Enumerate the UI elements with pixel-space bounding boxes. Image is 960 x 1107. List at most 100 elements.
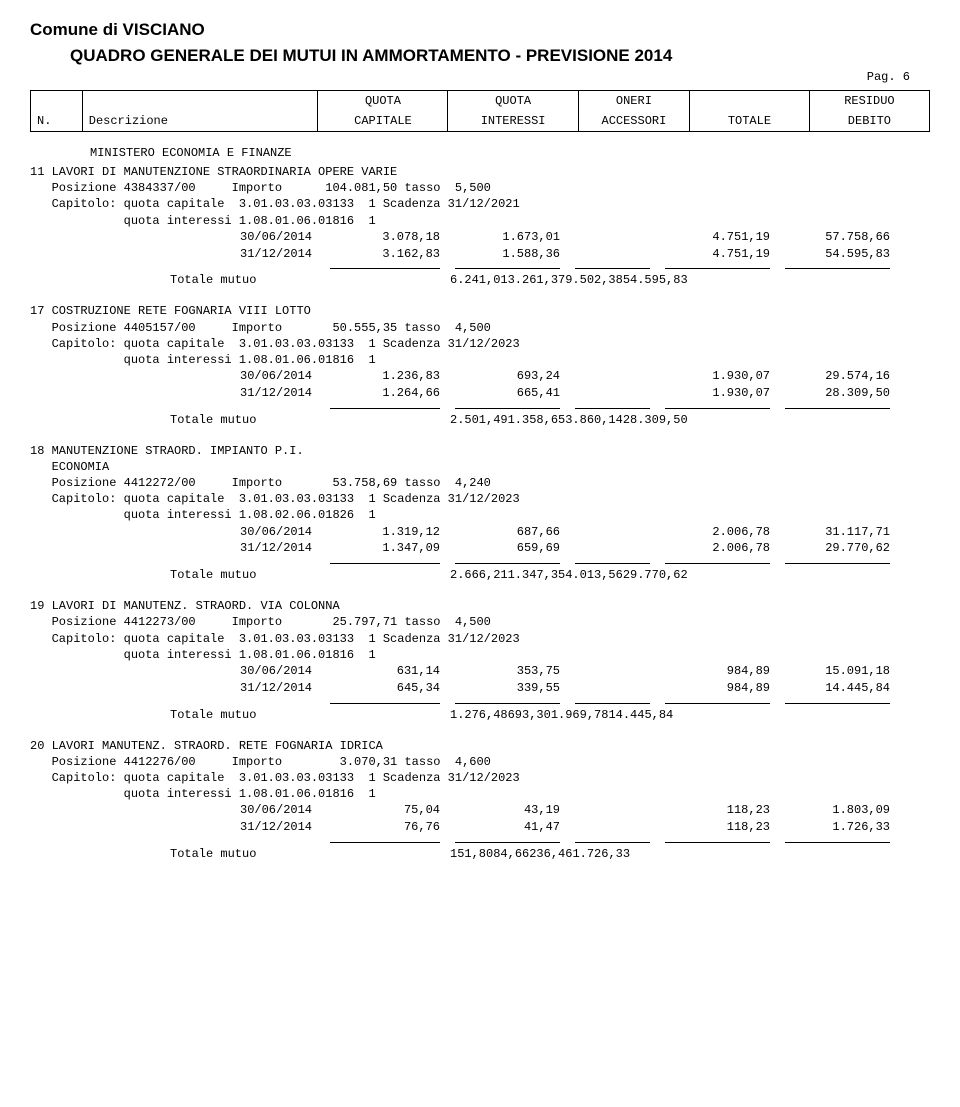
row-totale: 984,89 [650, 680, 770, 697]
row-interessi: 693,24 [440, 368, 560, 385]
entry-quota-interessi: quota interessi 1.08.01.06.01816 1 [30, 352, 930, 368]
total-interessi: 1.358,65 [508, 413, 566, 427]
separator-rules [30, 408, 930, 409]
row-accessori [560, 802, 650, 819]
header-residuo-top: RESIDUO [809, 91, 929, 112]
entry-title: 19 LAVORI DI MANUTENZ. STRAORD. VIA COLO… [30, 598, 930, 614]
total-label: Totale mutuo [30, 847, 450, 861]
loan-entry: 18 MANUTENZIONE STRAORD. IMPIANTO P.I. E… [30, 443, 930, 583]
header-oneri-top: ONERI [578, 91, 689, 112]
row-interessi: 1.588,36 [440, 246, 560, 263]
row-date: 30/06/2014 [30, 663, 310, 680]
amount-row: 30/06/2014 75,04 43,19 118,23 1.803,09 [30, 802, 930, 819]
row-residuo: 29.574,16 [770, 368, 890, 385]
entry-quota-interessi: quota interessi 1.08.02.06.01826 1 [30, 507, 930, 523]
entry-position: Posizione 4412272/00 Importo 53.758,69 t… [30, 475, 930, 491]
amount-row: 31/12/2014 1.264,66 665,41 1.930,07 28.3… [30, 385, 930, 402]
entry-position: Posizione 4405157/00 Importo 50.555,35 t… [30, 320, 930, 336]
row-residuo: 14.445,84 [770, 680, 890, 697]
amount-row: 30/06/2014 631,14 353,75 984,89 15.091,1… [30, 663, 930, 680]
row-accessori [560, 229, 650, 246]
row-accessori [560, 524, 650, 541]
header-descrizione: Descrizione [82, 111, 318, 132]
entry-quota-interessi: quota interessi 1.08.01.06.01816 1 [30, 213, 930, 229]
page-number: Pag. 6 [30, 70, 910, 84]
loan-entry: 19 LAVORI DI MANUTENZ. STRAORD. VIA COLO… [30, 598, 930, 721]
row-interessi: 1.673,01 [440, 229, 560, 246]
entry-capitolo: Capitolo: quota capitale 3.01.03.03.0313… [30, 196, 930, 212]
row-capitale: 1.347,09 [310, 540, 440, 557]
row-date: 31/12/2014 [30, 680, 310, 697]
row-accessori [560, 540, 650, 557]
row-totale: 4.751,19 [650, 229, 770, 246]
amount-row: 30/06/2014 3.078,18 1.673,01 4.751,19 57… [30, 229, 930, 246]
loan-entry: 20 LAVORI MANUTENZ. STRAORD. RETE FOGNAR… [30, 738, 930, 861]
row-capitale: 1.264,66 [310, 385, 440, 402]
column-header-table: QUOTA QUOTA ONERI RESIDUO N. Descrizione… [30, 90, 930, 132]
separator-rules [30, 703, 930, 704]
entry-title: 17 COSTRUZIONE RETE FOGNARIA VIII LOTTO [30, 303, 930, 319]
row-interessi: 353,75 [440, 663, 560, 680]
amount-row: 30/06/2014 1.236,83 693,24 1.930,07 29.5… [30, 368, 930, 385]
amount-row: 31/12/2014 1.347,09 659,69 2.006,78 29.7… [30, 540, 930, 557]
row-capitale: 3.078,18 [310, 229, 440, 246]
separator-rules [30, 563, 930, 564]
row-totale: 984,89 [650, 663, 770, 680]
entry-quota-interessi: quota interessi 1.08.01.06.01816 1 [30, 786, 930, 802]
row-date: 31/12/2014 [30, 385, 310, 402]
total-label: Totale mutuo [30, 708, 450, 722]
total-totale: 3.860,14 [565, 413, 623, 427]
row-interessi: 687,66 [440, 524, 560, 541]
total-residuo: 14.445,84 [608, 708, 673, 722]
header-quota-capitale-top: QUOTA [318, 91, 448, 112]
entry-position: Posizione 4412273/00 Importo 25.797,71 t… [30, 614, 930, 630]
row-interessi: 659,69 [440, 540, 560, 557]
entry-capitolo: Capitolo: quota capitale 3.01.03.03.0313… [30, 491, 930, 507]
row-capitale: 645,34 [310, 680, 440, 697]
header-debito: DEBITO [809, 111, 929, 132]
section-heading: MINISTERO ECONOMIA E FINANZE [90, 146, 930, 160]
row-totale: 1.930,07 [650, 385, 770, 402]
total-residuo: 29.770,62 [623, 568, 688, 582]
row-interessi: 665,41 [440, 385, 560, 402]
separator-rules [30, 842, 930, 843]
entry-title: 11 LAVORI DI MANUTENZIONE STRAORDINARIA … [30, 164, 930, 180]
row-totale: 118,23 [650, 802, 770, 819]
row-capitale: 75,04 [310, 802, 440, 819]
row-date: 30/06/2014 [30, 802, 310, 819]
municipality-title: Comune di VISCIANO [30, 20, 930, 40]
total-residuo: 28.309,50 [623, 413, 688, 427]
entry-capitolo: Capitolo: quota capitale 3.01.03.03.0313… [30, 770, 930, 786]
row-residuo: 1.803,09 [770, 802, 890, 819]
entry-title: 20 LAVORI MANUTENZ. STRAORD. RETE FOGNAR… [30, 738, 930, 754]
row-accessori [560, 368, 650, 385]
total-row: Totale mutuo 1.276,48 693,30 1.969,78 14… [30, 708, 930, 722]
row-capitale: 76,76 [310, 819, 440, 836]
row-date: 30/06/2014 [30, 229, 310, 246]
entry-capitolo: Capitolo: quota capitale 3.01.03.03.0313… [30, 631, 930, 647]
entry-capitolo: Capitolo: quota capitale 3.01.03.03.0313… [30, 336, 930, 352]
amount-row: 30/06/2014 1.319,12 687,66 2.006,78 31.1… [30, 524, 930, 541]
header-capitale: CAPITALE [318, 111, 448, 132]
row-accessori [560, 385, 650, 402]
header-n: N. [31, 111, 83, 132]
total-row: Totale mutuo 2.666,21 1.347,35 4.013,56 … [30, 568, 930, 582]
total-totale: 9.502,38 [565, 273, 623, 287]
row-accessori [560, 663, 650, 680]
total-row: Totale mutuo 151,80 84,66 236,46 1.726,3… [30, 847, 930, 861]
total-interessi: 1.347,35 [508, 568, 566, 582]
header-quota-interessi-top: QUOTA [448, 91, 578, 112]
total-residuo: 54.595,83 [623, 273, 688, 287]
total-residuo: 1.726,33 [572, 847, 630, 861]
row-accessori [560, 680, 650, 697]
total-interessi: 3.261,37 [508, 273, 566, 287]
total-label: Totale mutuo [30, 273, 450, 287]
total-label: Totale mutuo [30, 413, 450, 427]
row-totale: 118,23 [650, 819, 770, 836]
row-interessi: 41,47 [440, 819, 560, 836]
total-interessi: 693,30 [508, 708, 551, 722]
report-title: QUADRO GENERALE DEI MUTUI IN AMMORTAMENT… [70, 46, 930, 66]
entry-title-2: ECONOMIA [30, 459, 930, 475]
row-date: 31/12/2014 [30, 246, 310, 263]
row-totale: 2.006,78 [650, 524, 770, 541]
